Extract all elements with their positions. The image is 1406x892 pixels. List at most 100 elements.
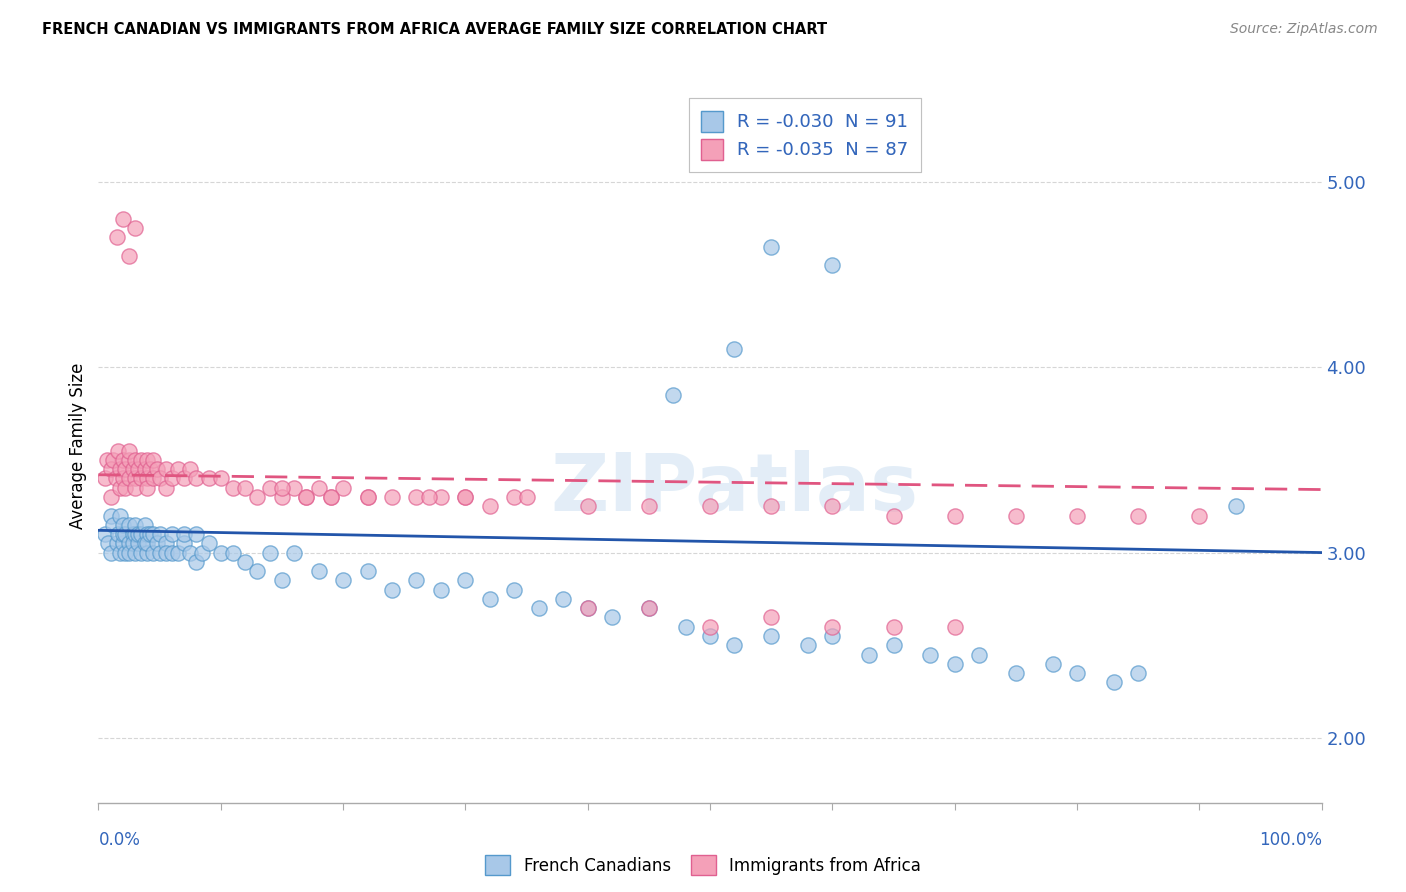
Point (675, 620, 697, 634)
Point (381, 490, 404, 504)
Point (155, 545, 177, 559)
Point (127, 536, 149, 550)
Point (295, 490, 318, 504)
Point (967, 648, 990, 662)
Point (478, 500, 501, 514)
Legend: R = -0.030  N = 91, R = -0.035  N = 87: R = -0.030 N = 91, R = -0.035 N = 87 (689, 98, 921, 172)
Point (821, 500, 844, 514)
Point (319, 490, 342, 504)
Point (118, 453, 141, 467)
Point (1102, 675, 1125, 690)
Point (319, 490, 342, 504)
Point (111, 536, 134, 550)
Point (883, 508, 905, 523)
Point (637, 601, 661, 615)
Point (149, 545, 172, 559)
Y-axis label: Average Family Size: Average Family Size (69, 363, 87, 529)
Point (1004, 666, 1026, 681)
Point (111, 211, 134, 226)
Point (124, 545, 146, 559)
Point (430, 582, 453, 597)
Point (118, 249, 141, 263)
Point (233, 481, 256, 495)
Point (821, 258, 844, 272)
Point (943, 657, 966, 671)
Point (191, 545, 214, 559)
Point (134, 517, 156, 532)
Point (797, 638, 820, 652)
Point (662, 388, 685, 402)
Point (761, 610, 783, 624)
Point (1128, 666, 1150, 681)
Point (515, 490, 537, 504)
Point (173, 536, 195, 550)
Point (100, 508, 122, 523)
Point (111, 527, 134, 541)
Point (576, 601, 599, 615)
Point (136, 471, 159, 485)
Point (134, 462, 156, 476)
Point (110, 508, 132, 523)
Text: 100.0%: 100.0% (1258, 831, 1322, 849)
Point (155, 481, 177, 495)
Point (821, 629, 844, 643)
Point (883, 638, 905, 652)
Point (723, 342, 745, 356)
Point (100, 490, 122, 504)
Text: FRENCH CANADIAN VS IMMIGRANTS FROM AFRICA AVERAGE FAMILY SIZE CORRELATION CHART: FRENCH CANADIAN VS IMMIGRANTS FROM AFRIC… (42, 22, 827, 37)
Point (129, 545, 152, 559)
Point (1042, 657, 1064, 671)
Point (93, 527, 115, 541)
Point (883, 620, 905, 634)
Point (111, 471, 134, 485)
Point (576, 500, 599, 514)
Point (454, 490, 477, 504)
Point (105, 536, 128, 550)
Text: ZIPatlas: ZIPatlas (550, 450, 918, 528)
Point (308, 481, 330, 495)
Point (356, 564, 378, 578)
Point (107, 527, 129, 541)
Point (943, 620, 966, 634)
Point (124, 481, 146, 495)
Point (179, 462, 201, 476)
Point (283, 481, 305, 495)
Legend: French Canadians, Immigrants from Africa: French Canadians, Immigrants from Africa (485, 855, 921, 875)
Point (222, 545, 245, 559)
Point (418, 490, 440, 504)
Point (405, 490, 427, 504)
Point (430, 490, 453, 504)
Point (96, 453, 118, 467)
Point (295, 490, 318, 504)
Point (146, 536, 169, 550)
Point (637, 601, 661, 615)
Point (246, 564, 269, 578)
Point (723, 638, 745, 652)
Point (179, 545, 201, 559)
Point (637, 500, 661, 514)
Point (121, 527, 143, 541)
Point (146, 462, 169, 476)
Point (124, 453, 146, 467)
Point (246, 490, 269, 504)
Point (209, 545, 232, 559)
Point (478, 591, 501, 606)
Point (454, 574, 477, 588)
Point (405, 574, 427, 588)
Point (104, 471, 127, 485)
Point (134, 536, 156, 550)
Point (118, 471, 141, 485)
Point (699, 629, 721, 643)
Point (197, 471, 219, 485)
Point (283, 545, 305, 559)
Point (149, 471, 172, 485)
Point (101, 517, 124, 532)
Point (454, 490, 477, 504)
Point (97, 536, 120, 550)
Point (167, 462, 190, 476)
Point (356, 490, 378, 504)
Point (527, 601, 550, 615)
Point (1188, 508, 1211, 523)
Point (114, 462, 136, 476)
Point (160, 471, 183, 485)
